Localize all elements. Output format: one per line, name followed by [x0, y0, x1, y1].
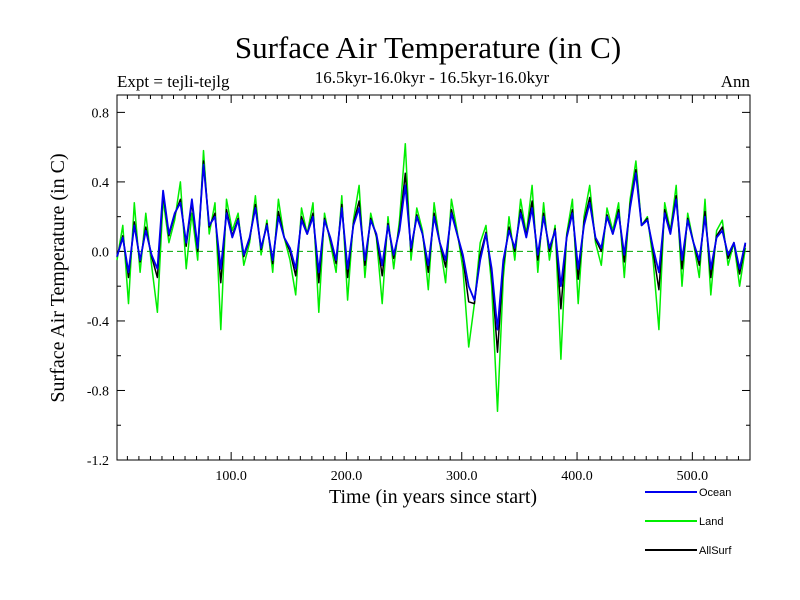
- y-tick-label: -0.4: [87, 315, 109, 330]
- period-label: Ann: [721, 72, 751, 91]
- x-tick-label: 300.0: [446, 469, 478, 484]
- legend-label-allsurf: AllSurf: [699, 545, 732, 557]
- y-axis-label: Surface Air Temperature (in C): [47, 153, 69, 402]
- x-axis-label: Time (in years since start): [329, 486, 537, 508]
- x-tick-label: 200.0: [331, 469, 363, 484]
- plot-area: -1.2 -0.8 -0.4 0.0 0.4 0.8 100.0 200.0 300.0 400…: [87, 94, 751, 484]
- expt-label: Expt = tejli-tejlg: [117, 72, 230, 91]
- legend-label-land: Land: [699, 516, 723, 528]
- y-tick-label: -1.2: [87, 454, 109, 469]
- legend-label-ocean: Ocean: [699, 487, 731, 499]
- y-tick-label: 0.0: [92, 245, 110, 260]
- y-tick-label: 0.4: [92, 176, 110, 191]
- legend: Ocean Land AllSurf: [645, 487, 732, 557]
- series-line-ocean: [116, 163, 747, 331]
- chart-title: Surface Air Temperature (in C): [235, 30, 621, 65]
- series-layer: [116, 142, 747, 413]
- chart-subtitle: 16.5kyr-16.0kyr - 16.5kyr-16.0kyr: [315, 68, 550, 87]
- y-axis-ticks: -1.2 -0.8 -0.4 0.0 0.4 0.8: [87, 106, 750, 469]
- plot-frame: [116, 94, 751, 461]
- x-tick-label: 400.0: [561, 469, 593, 484]
- y-tick-label: -0.8: [87, 384, 109, 399]
- x-tick-label: 100.0: [215, 469, 247, 484]
- y-tick-label: 0.8: [92, 106, 110, 121]
- series-line-land: [116, 142, 747, 413]
- x-axis-ticks: 100.0 200.0 300.0 400.0 500.0: [126, 95, 739, 484]
- x-tick-label: 500.0: [677, 469, 709, 484]
